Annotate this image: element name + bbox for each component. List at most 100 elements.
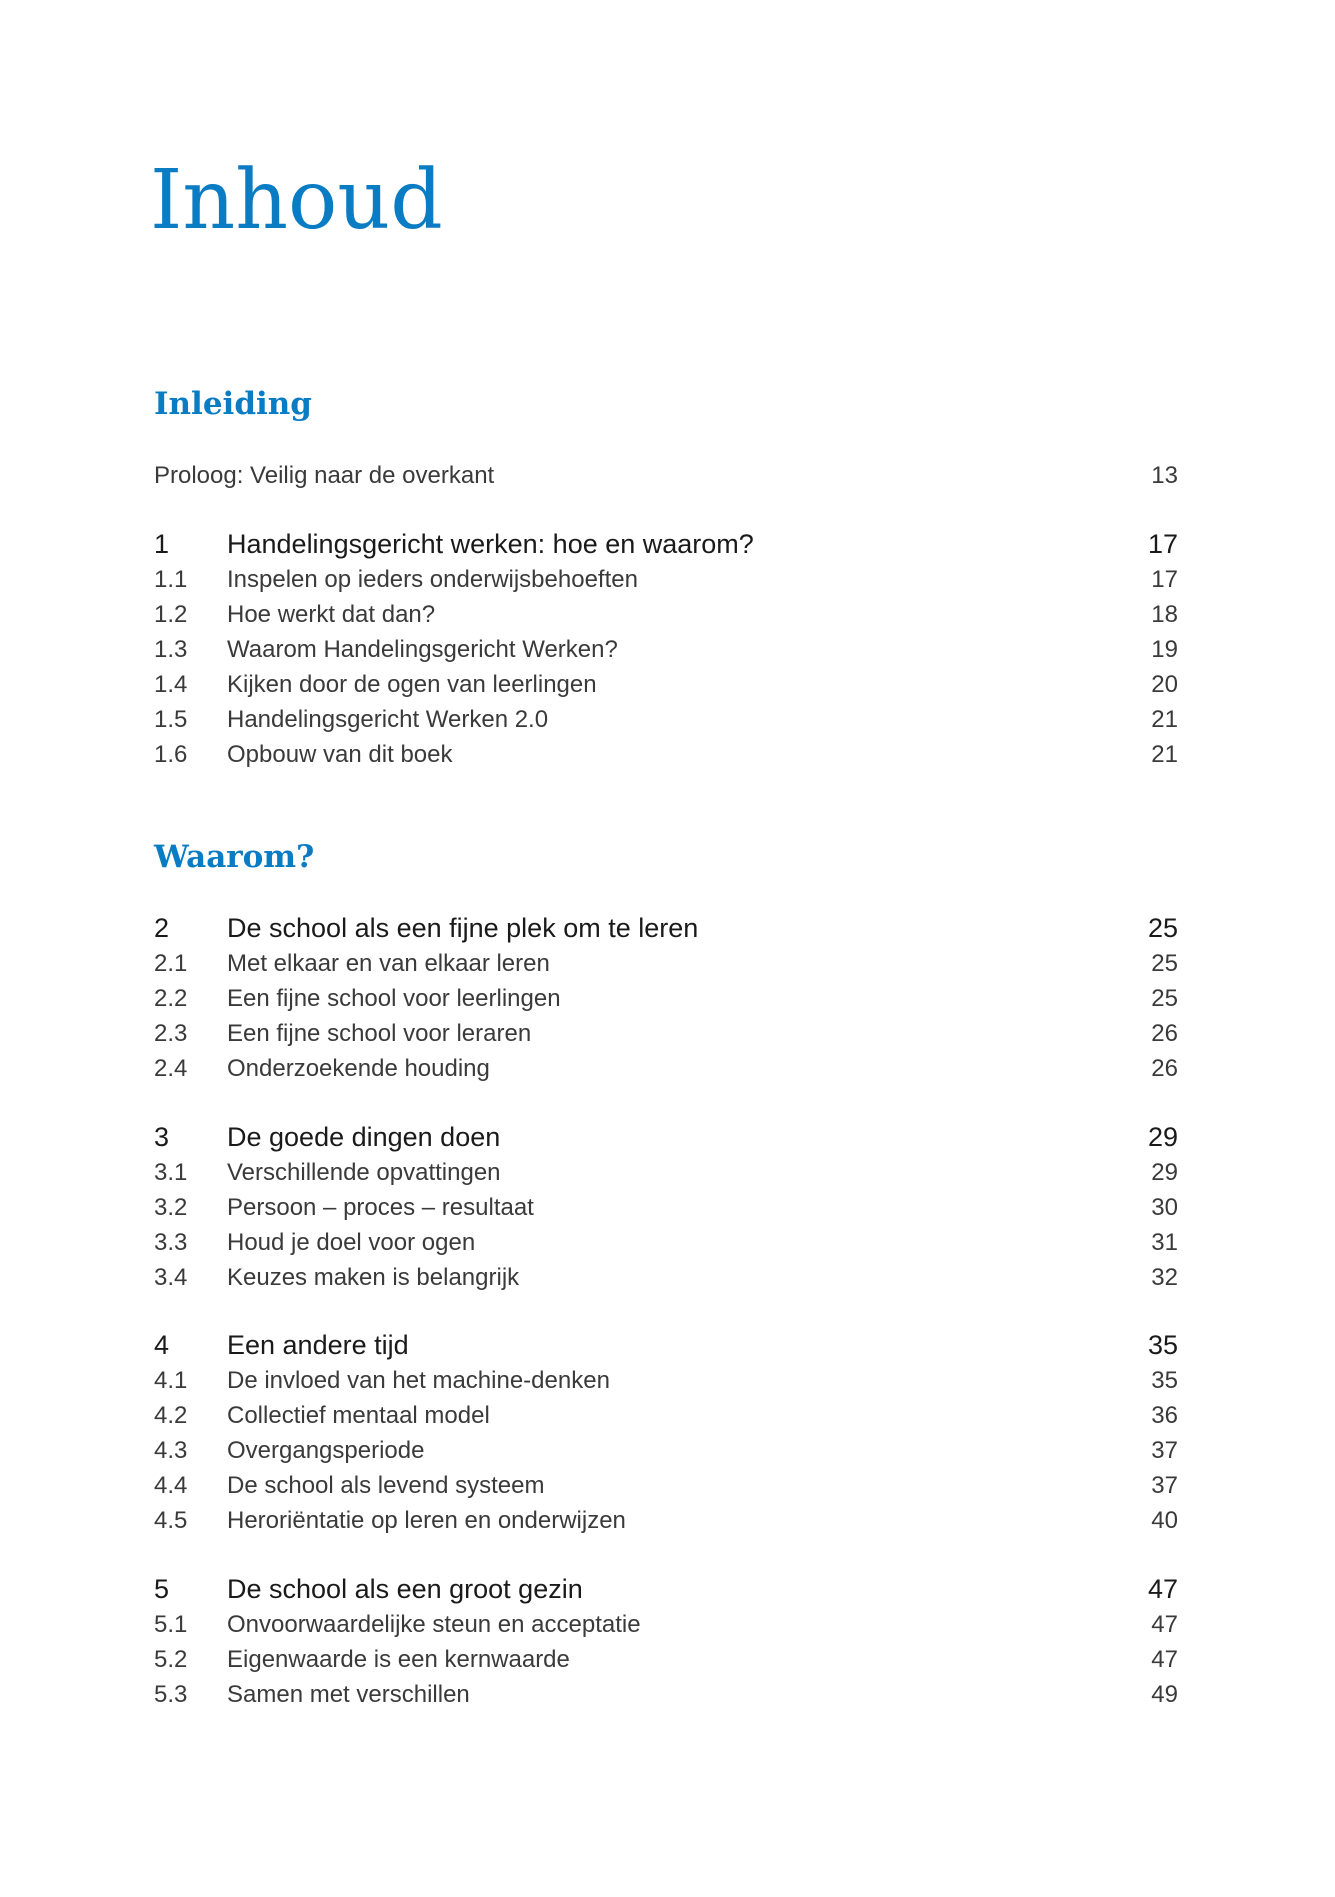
- toc-entry-title: De goede dingen doen: [227, 1122, 501, 1152]
- toc-entry-number: 4.1: [154, 1367, 188, 1394]
- toc-entry-number: 1: [154, 529, 170, 559]
- toc-entry-title: Persoon – proces – resultaat: [227, 1194, 534, 1221]
- section-entry[interactable]: 4.5 Heroriëntatie op leren en onderwijzen…: [154, 1503, 1178, 1538]
- toc-entry-page: 25: [1147, 913, 1178, 943]
- toc-entry-title: Kijken door de ogen van leerlingen: [227, 671, 597, 698]
- toc-entry-title: Met elkaar en van elkaar leren: [227, 950, 550, 977]
- section-entry[interactable]: 4.1 De invloed van het machine-denken 35: [154, 1363, 1178, 1398]
- toc-entry-page: 35: [1151, 1367, 1178, 1394]
- toc-entry-number: 2.2: [154, 985, 188, 1012]
- section-entry[interactable]: 1.1 Inspelen op ieders onderwijsbehoeften…: [154, 562, 1178, 597]
- toc-entry-page: 37: [1151, 1472, 1178, 1499]
- chapter-entry[interactable]: 3 De goede dingen doen 29: [154, 1120, 1178, 1155]
- toc-entry-title: Houd je doel voor ogen: [227, 1229, 476, 1256]
- chapter-entry[interactable]: 1 Handelingsgericht werken: hoe en waarom…: [154, 527, 1178, 562]
- toc-entry-title: Opbouw van dit boek: [227, 741, 453, 768]
- section-entry[interactable]: 1.6 Opbouw van dit boek 21: [154, 737, 1178, 772]
- section-entry[interactable]: 4.2 Collectief mentaal model 36: [154, 1398, 1178, 1433]
- section-entry[interactable]: 4.4 De school als levend systeem 37: [154, 1468, 1178, 1503]
- section-entry[interactable]: 3.1 Verschillende opvattingen 29: [154, 1155, 1178, 1190]
- toc-entry-title: Keuzes maken is belangrijk: [227, 1264, 520, 1291]
- section-entry[interactable]: 4.3 Overgangsperiode 37: [154, 1433, 1178, 1468]
- toc-entry-number: 4.2: [154, 1402, 188, 1429]
- chapter-block: 4 Een andere tijd 35 4.1 De invloed van het …: [154, 1328, 1178, 1538]
- toc-entry-title: De school als levend systeem: [227, 1472, 545, 1499]
- toc-entry-page: 21: [1151, 741, 1178, 768]
- toc-entry-page: 29: [1147, 1122, 1178, 1152]
- chapter-block: 3 De goede dingen doen 29 3.1 Verschillende …: [154, 1120, 1178, 1295]
- toc-entry-title: De school als een groot gezin: [227, 1574, 583, 1604]
- toc-entry-page: 26: [1151, 1020, 1178, 1047]
- prologue-entry[interactable]: Proloog: Veilig naar de overkant 13: [154, 458, 1178, 493]
- toc-entry-number: 1.4: [154, 671, 188, 698]
- toc-entry-title: Handelingsgericht werken: hoe en waarom?: [227, 529, 754, 559]
- toc-entry-page: 26: [1151, 1055, 1178, 1082]
- toc-entry-title: Onderzoekende houding: [227, 1055, 490, 1082]
- toc-entry-number: 2.1: [154, 950, 188, 977]
- toc-entry-number: 3.4: [154, 1264, 188, 1291]
- toc-entry-page: 36: [1151, 1402, 1178, 1429]
- chapter-entry[interactable]: 4 Een andere tijd 35: [154, 1328, 1178, 1363]
- toc-entry-page: 13: [1151, 462, 1178, 489]
- toc-entry-title: Een andere tijd: [227, 1330, 409, 1360]
- section-entry[interactable]: 3.2 Persoon – proces – resultaat 30: [154, 1190, 1178, 1225]
- toc-entry-title: De invloed van het machine-denken: [227, 1367, 610, 1394]
- chapter-entry[interactable]: 2 De school als een fijne plek om te lere…: [154, 911, 1178, 946]
- toc-entry-number: 1.5: [154, 706, 188, 733]
- toc-entry-title: De school als een fijne plek om te leren: [227, 913, 699, 943]
- section-entry[interactable]: 2.1 Met elkaar en van elkaar leren 25: [154, 946, 1178, 981]
- toc-entry-title: Handelingsgericht Werken 2.0: [227, 706, 549, 733]
- toc-entry-title: Overgangsperiode: [227, 1437, 425, 1464]
- toc-entry-page: 25: [1151, 985, 1178, 1012]
- chapter-block: 2 De school als een fijne plek om te lere…: [154, 911, 1178, 1086]
- toc-entry-number: 1.6: [154, 741, 188, 768]
- toc-entry-page: 47: [1147, 1574, 1178, 1604]
- toc-entry-page: 19: [1151, 636, 1178, 663]
- toc-entry-number: 1.3: [154, 636, 188, 663]
- toc-entry-title: Waarom Handelingsgericht Werken?: [227, 636, 618, 663]
- section-entry[interactable]: 2.2 Een fijne school voor leerlingen 25: [154, 981, 1178, 1016]
- toc-entry-page: 31: [1151, 1229, 1178, 1256]
- toc-entry-page: 40: [1151, 1507, 1178, 1534]
- section-entry[interactable]: 5.1 Onvoorwaardelijke steun en acceptatie…: [154, 1607, 1178, 1642]
- section-entry[interactable]: 5.3 Samen met verschillen 49: [154, 1677, 1178, 1712]
- toc-entry-number: 4.3: [154, 1437, 188, 1464]
- toc-entry-title: Samen met verschillen: [227, 1681, 470, 1708]
- toc-entry-number: 5.3: [154, 1681, 188, 1708]
- section-entry[interactable]: 1.2 Hoe werkt dat dan? 18: [154, 597, 1178, 632]
- toc-entry-page: 17: [1151, 566, 1178, 593]
- section-entry[interactable]: 2.3 Een fijne school voor leraren 26: [154, 1016, 1178, 1051]
- toc-entry-title: Heroriëntatie op leren en onderwijzen: [227, 1507, 626, 1534]
- toc-entry-page: 47: [1151, 1646, 1178, 1673]
- section-entry[interactable]: 5.2 Eigenwaarde is een kernwaarde 47: [154, 1642, 1178, 1677]
- toc-entry-page: 17: [1147, 529, 1178, 559]
- section-entry[interactable]: 3.3 Houd je doel voor ogen 31: [154, 1225, 1178, 1260]
- toc-entry-number: 1.2: [154, 601, 188, 628]
- toc-entry-title: Hoe werkt dat dan?: [227, 601, 436, 628]
- toc-entry-title: Eigenwaarde is een kernwaarde: [227, 1646, 570, 1673]
- section-entry[interactable]: 2.4 Onderzoekende houding 26: [154, 1051, 1178, 1086]
- toc-entry-page: 32: [1151, 1264, 1178, 1291]
- toc-entry-page: 29: [1151, 1159, 1178, 1186]
- toc-entry-number: 5.2: [154, 1646, 188, 1673]
- toc-entry-page: 30: [1151, 1194, 1178, 1221]
- toc-entry-title: Collectief mentaal model: [227, 1402, 490, 1429]
- toc-entry-page: 49: [1151, 1681, 1178, 1708]
- toc-entry-page: 21: [1151, 706, 1178, 733]
- section-entry[interactable]: 1.4 Kijken door de ogen van leerlingen 20: [154, 667, 1178, 702]
- toc-entry-page: 25: [1151, 950, 1178, 977]
- toc-entry-title: Onvoorwaardelijke steun en acceptatie: [227, 1611, 641, 1638]
- toc-entry-number: 1.1: [154, 566, 188, 593]
- toc-entry-title: Inspelen op ieders onderwijsbehoeften: [227, 566, 638, 593]
- toc-entry-number: 4.5: [154, 1507, 188, 1534]
- toc-entry-number: 3.2: [154, 1194, 188, 1221]
- toc-entry-page: 47: [1151, 1611, 1178, 1638]
- chapter-entry[interactable]: 5 De school als een groot gezin 47: [154, 1572, 1178, 1607]
- toc-entry-number: 4: [154, 1330, 170, 1360]
- toc-entry-page: 37: [1151, 1437, 1178, 1464]
- toc-entry-number: 2.3: [154, 1020, 188, 1047]
- section-entry[interactable]: 1.3 Waarom Handelingsgericht Werken? 19: [154, 632, 1178, 667]
- toc-entry-number: 5.1: [154, 1611, 188, 1638]
- section-entry[interactable]: 1.5 Handelingsgericht Werken 2.0 21: [154, 702, 1178, 737]
- section-entry[interactable]: 3.4 Keuzes maken is belangrijk 32: [154, 1260, 1178, 1295]
